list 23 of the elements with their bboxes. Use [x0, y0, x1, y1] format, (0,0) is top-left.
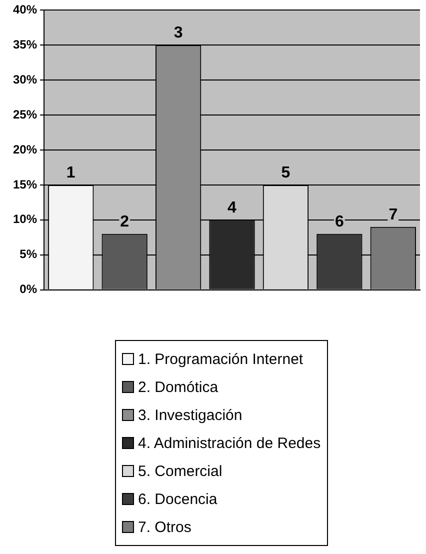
legend-label: 2. Domótica [138, 378, 218, 396]
y-tick-label: 15% [12, 177, 38, 192]
y-tick-label: 25% [12, 107, 38, 122]
annotation: 1 [66, 164, 76, 182]
y-tick-label: 40% [12, 2, 38, 17]
legend-label: 3. Investigación [138, 406, 242, 424]
annotation: 2 [120, 213, 130, 230]
legend-label: 4. Administración de Redes [138, 434, 321, 452]
annotation: 4 [228, 199, 237, 216]
legend-label: 5. Comercial [138, 462, 222, 480]
annotation: 6 [334, 213, 344, 230]
y-tick-label: 20% [12, 142, 38, 156]
y-tick-label: 35% [12, 37, 38, 52]
y-tick-label: 10% [12, 212, 38, 226]
annotation: 3 [174, 24, 183, 42]
y-tick-label: 0% [20, 282, 38, 296]
y-tick-label: 30% [12, 72, 38, 86]
annotation: 7 [388, 206, 398, 224]
annotation: 5 [281, 164, 290, 182]
legend-label: 6. Docencia [138, 490, 218, 508]
legend-label: 1. Programación Internet [138, 350, 304, 368]
legend-label: 7. Otros [138, 518, 192, 536]
y-tick-label: 5% [20, 247, 38, 262]
